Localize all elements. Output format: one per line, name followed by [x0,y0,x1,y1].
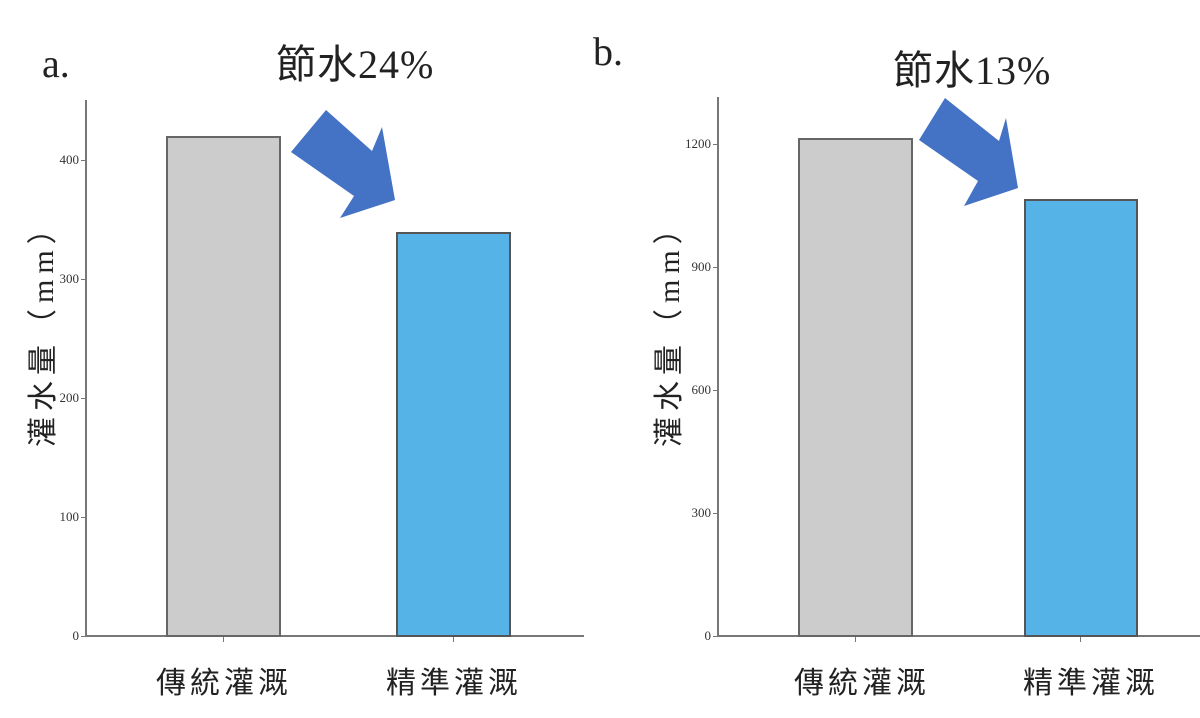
y-tick-label: 1200 [685,136,711,151]
y-tick [81,517,86,518]
y-tick-label: 400 [59,152,80,167]
y-axis-a [85,100,87,637]
y-tick [81,160,86,161]
y-tick [713,267,718,268]
y-tick [713,144,718,145]
y-tick [713,390,718,391]
y-tick-label: 200 [59,390,80,405]
y-tick [81,279,86,280]
x-tick [453,637,454,642]
water-saving-annotation-b: 節水13% [893,48,1052,93]
y-tick-label: 300 [59,271,80,286]
y-tick [81,398,86,399]
x-label-traditional-b: 傳統灌溉 [794,667,930,700]
x-tick [855,637,856,642]
y-tick [713,513,718,514]
x-label-precision-a: 精準灌溉 [386,667,522,700]
bar-precision-irrigation-b [1024,199,1138,637]
y-tick [713,636,718,637]
bar-traditional-irrigation-b [798,138,913,637]
bar-precision-irrigation-a [396,232,511,637]
y-axis-b [717,97,719,637]
bar-traditional-irrigation-a [166,136,281,637]
y-tick [81,636,86,637]
x-label-traditional-a: 傳統灌溉 [156,667,292,700]
y-tick-label: 600 [691,382,712,397]
x-label-precision-b: 精準灌溉 [1023,667,1159,700]
y-tick-label: 900 [691,259,712,274]
y-tick-label: 0 [72,628,80,643]
y-tick-label: 0 [704,628,712,643]
y-tick-label: 100 [59,509,80,524]
water-saving-annotation-a: 節水24% [276,42,435,87]
x-axis-a [85,635,584,637]
panel-label-b: b. [593,29,623,74]
y-axis-label-b: 灌水量（mm） [653,208,686,447]
x-tick [1080,637,1081,642]
x-axis-b [717,635,1200,637]
x-tick [223,637,224,642]
y-tick-label: 300 [691,505,712,520]
panel-label-a: a. [42,41,70,86]
